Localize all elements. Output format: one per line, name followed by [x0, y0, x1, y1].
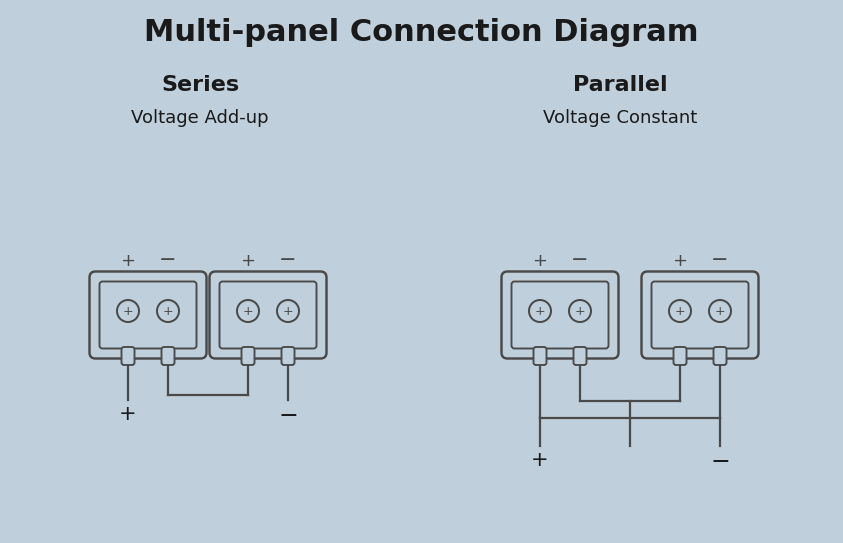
Text: +: + [715, 305, 725, 318]
FancyBboxPatch shape [512, 281, 609, 349]
FancyBboxPatch shape [219, 281, 316, 349]
FancyBboxPatch shape [573, 347, 587, 365]
FancyBboxPatch shape [89, 272, 207, 358]
Circle shape [669, 300, 691, 322]
Text: Series: Series [161, 75, 239, 95]
Text: −: − [159, 249, 177, 269]
Text: +: + [121, 251, 136, 269]
FancyBboxPatch shape [121, 347, 135, 365]
Text: −: − [711, 249, 728, 269]
Text: +: + [119, 405, 137, 425]
Circle shape [569, 300, 591, 322]
Text: +: + [243, 305, 253, 318]
Circle shape [709, 300, 731, 322]
FancyBboxPatch shape [99, 281, 196, 349]
Text: −: − [710, 451, 730, 475]
Text: −: − [278, 405, 298, 428]
FancyBboxPatch shape [502, 272, 619, 358]
FancyBboxPatch shape [652, 281, 749, 349]
Text: Voltage Constant: Voltage Constant [543, 109, 697, 127]
Text: −: − [279, 249, 297, 269]
Text: +: + [240, 251, 255, 269]
Text: Voltage Add-up: Voltage Add-up [132, 109, 269, 127]
Text: +: + [534, 305, 545, 318]
Text: +: + [282, 305, 293, 318]
Text: +: + [575, 305, 585, 318]
Circle shape [237, 300, 259, 322]
Text: +: + [123, 305, 133, 318]
FancyBboxPatch shape [241, 347, 255, 365]
Text: Multi-panel Connection Diagram: Multi-panel Connection Diagram [144, 17, 698, 47]
FancyBboxPatch shape [534, 347, 546, 365]
FancyBboxPatch shape [713, 347, 727, 365]
FancyBboxPatch shape [674, 347, 686, 365]
Text: +: + [674, 305, 685, 318]
Text: +: + [533, 251, 547, 269]
FancyBboxPatch shape [642, 272, 759, 358]
FancyBboxPatch shape [282, 347, 294, 365]
Text: +: + [531, 451, 549, 470]
Text: +: + [673, 251, 688, 269]
Text: Parallel: Parallel [572, 75, 668, 95]
FancyBboxPatch shape [210, 272, 326, 358]
FancyBboxPatch shape [162, 347, 175, 365]
Circle shape [529, 300, 551, 322]
Circle shape [117, 300, 139, 322]
Text: −: − [572, 249, 588, 269]
Circle shape [157, 300, 179, 322]
Text: +: + [163, 305, 174, 318]
Circle shape [277, 300, 299, 322]
